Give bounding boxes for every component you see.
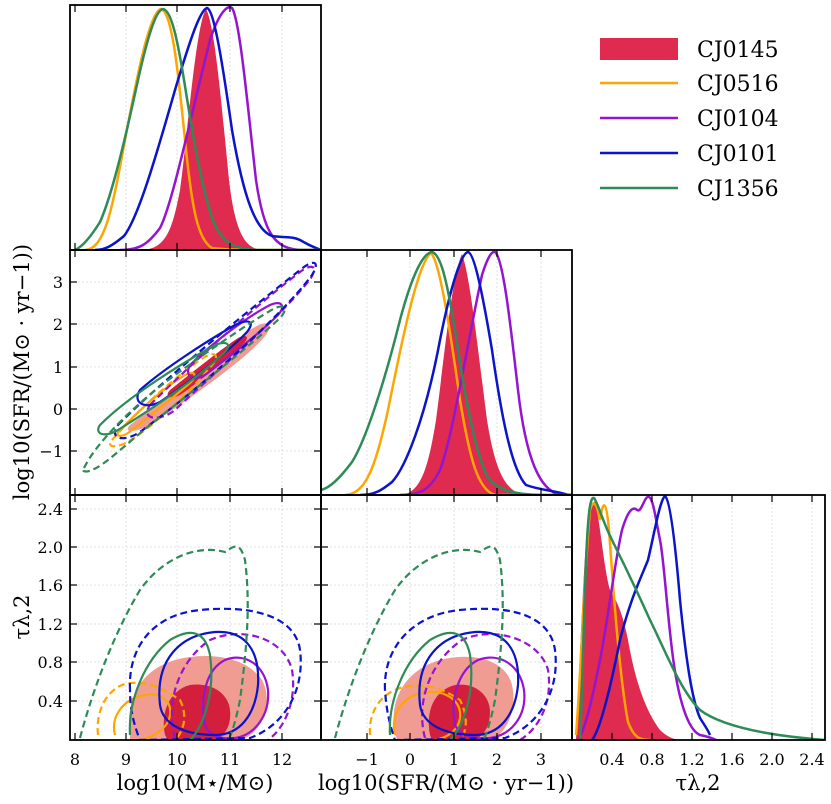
tau-ytick-label: 2.0 [38, 538, 63, 557]
sfr-tick-label: −1 [355, 750, 379, 769]
tau-ytick-label: 0.8 [38, 653, 63, 672]
mass-tau-CJ0516-68 [112, 693, 172, 740]
legend-label-CJ1356: CJ1356 [697, 177, 779, 202]
sfr-ytick-label: 3 [53, 273, 63, 292]
tick-marks [70, 5, 813, 740]
tau-ytick-label: 1.6 [38, 576, 63, 595]
sfr-tau-panel [333, 545, 557, 740]
legend: CJ0145 CJ0516 CJ0104 CJ0101 CJ1356 [600, 38, 779, 202]
mass-sfr-CJ0101-95 [114, 261, 317, 440]
mass-marginal-panel [74, 6, 321, 250]
mass-tau-CJ0101-95 [128, 607, 302, 740]
mass-tick-label: 11 [220, 750, 240, 769]
sfr-marginal-panel [321, 250, 572, 495]
sfr-tau-CJ0101-95 [383, 607, 557, 740]
mass-kde-CJ0516 [84, 7, 321, 250]
tau-tick-label: 1.6 [719, 750, 744, 769]
tick-labels: 8 9 10 11 12 −1 0 1 2 3 0.4 0.8 1.2 1.6 … [38, 273, 825, 769]
sfr-tau-CJ1356-68 [388, 631, 473, 740]
tau-tick-label: 2.4 [799, 750, 824, 769]
mass-sfr-CJ0101-68 [136, 320, 252, 407]
y-axis-label-sfr: log10(SFR/(M⊙ · yr−1)) [10, 244, 34, 500]
mass-kde-CJ0145 [140, 9, 265, 250]
tau-tick-label: 1.2 [679, 750, 704, 769]
y-axis-label-tau: τλ,2 [10, 595, 34, 640]
tau-ytick-label: 1.2 [38, 615, 63, 634]
mass-tick-label: 8 [70, 750, 80, 769]
mass-tau-CJ0516-95 [96, 681, 186, 740]
sfr-tau-CJ1356-95 [333, 545, 504, 740]
sfr-ytick-label: −1 [39, 442, 63, 461]
tau-kde-CJ0145 [576, 501, 680, 740]
mass-sfr-CJ0104-95 [146, 265, 316, 419]
tau-marginal-panel [574, 495, 825, 740]
mass-tau-CJ1356-68 [128, 631, 213, 740]
mass-tick-label: 9 [121, 750, 131, 769]
sfr-tick-label: 2 [492, 750, 502, 769]
sfr-kde-CJ1356 [321, 250, 572, 495]
sfr-tick-label: 1 [449, 750, 459, 769]
legend-swatch-CJ0145 [600, 38, 678, 60]
mass-tau-panel [78, 545, 302, 740]
tau-tick-label: 2.0 [759, 750, 784, 769]
sfr-kde-CJ0101 [359, 250, 572, 495]
mass-kde-CJ0101 [94, 6, 321, 250]
mass-sfr-CJ0516-68 [116, 371, 196, 437]
x-axis-label-mass: log10(M⋆/M⊙) [117, 771, 274, 795]
sfr-tau-CJ0104-68 [452, 656, 526, 740]
tau-ytick-label: 2.4 [38, 500, 63, 519]
sfr-tick-label: 0 [405, 750, 415, 769]
x-axis-label-tau: τλ,2 [676, 771, 721, 795]
sfr-ytick-label: 2 [53, 315, 63, 334]
tau-kde-CJ0104 [576, 495, 717, 740]
legend-label-CJ0516: CJ0516 [697, 72, 779, 97]
tau-kde-CJ1356 [578, 496, 825, 740]
mass-sfr-panel [81, 261, 317, 473]
mass-tau-CJ0145-inner [163, 684, 231, 740]
x-axis-label-sfr: log10(SFR/(M⊙ · yr−1)) [318, 771, 574, 795]
sfr-tau-frame [320, 494, 573, 741]
sfr-tick-label: 3 [536, 750, 546, 769]
mass-kde-CJ0104 [119, 6, 321, 250]
mass-sfr-CJ1356-95 [81, 305, 286, 473]
mass-tick-label: 10 [167, 750, 187, 769]
tau-tick-label: 0.4 [599, 750, 624, 769]
mass-sfr-CJ1356-68 [97, 341, 230, 436]
mass-tick-label: 12 [272, 750, 292, 769]
mass-tau-CJ1356-95 [78, 545, 249, 740]
legend-label-CJ0104: CJ0104 [697, 107, 779, 132]
sfr-tau-CJ0516-95 [368, 684, 467, 740]
legend-label-CJ0145: CJ0145 [697, 38, 779, 63]
mass-kde-CJ1356 [74, 7, 321, 250]
tau-kde-CJ0101 [590, 495, 712, 740]
sfr-ytick-label: 0 [53, 400, 63, 419]
tau-ytick-label: 0.4 [38, 692, 63, 711]
legend-label-CJ0101: CJ0101 [697, 142, 779, 167]
sfr-ytick-label: 1 [53, 358, 63, 377]
mass-tau-CJ0104-95 [170, 633, 295, 740]
tau-tick-label: 0.8 [639, 750, 664, 769]
sfr-tau-CJ0104-95 [421, 633, 551, 740]
